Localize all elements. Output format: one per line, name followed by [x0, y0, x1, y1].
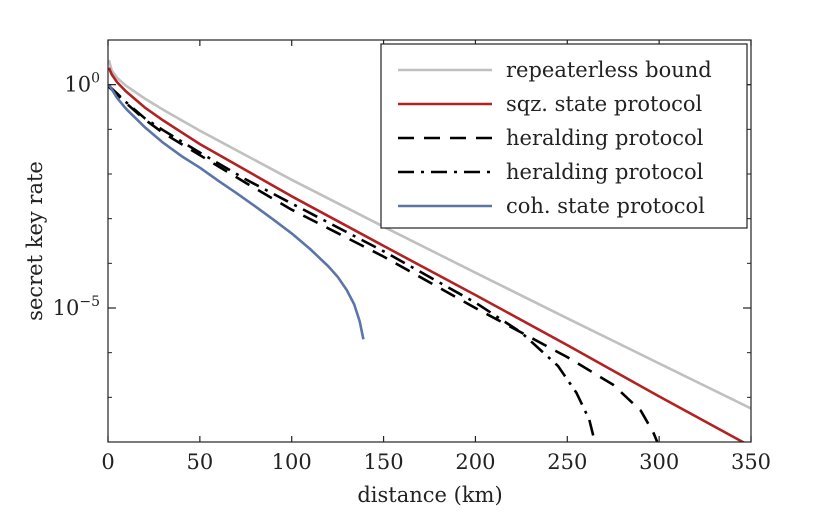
x-axis-title: distance (km) [357, 483, 502, 507]
x-tick-label: 300 [639, 450, 679, 474]
series-line-4 [108, 85, 597, 442]
x-tick-label: 250 [547, 450, 587, 474]
y-tick-label: 10−5 [53, 294, 100, 320]
x-tick-label: 350 [731, 450, 771, 474]
legend: repeaterless bound sqz. state protocol her… [380, 43, 748, 229]
x-tick-label: 0 [101, 450, 114, 474]
series-line-2 [108, 67, 746, 442]
x-tick-label: 50 [186, 450, 213, 474]
axes-frame [107, 39, 752, 443]
x-tick-label: 200 [455, 450, 495, 474]
x-tick-label: 100 [272, 450, 312, 474]
series-line-1 [108, 59, 751, 410]
legend-label-5: coh. state protocol [506, 194, 705, 218]
series-line-5 [108, 84, 365, 340]
legend-label-4: heralding protocol [506, 160, 704, 184]
x-tick-label: 150 [364, 450, 404, 474]
legend-label-3: heralding protocol [506, 126, 704, 150]
legend-label-1: repeaterless bound [506, 58, 712, 82]
legend-box [380, 43, 748, 229]
y-tick-label: 100 [64, 71, 100, 97]
y-axis-title: secret key rate [23, 161, 47, 321]
legend-label-2: sqz. state protocol [506, 92, 703, 116]
